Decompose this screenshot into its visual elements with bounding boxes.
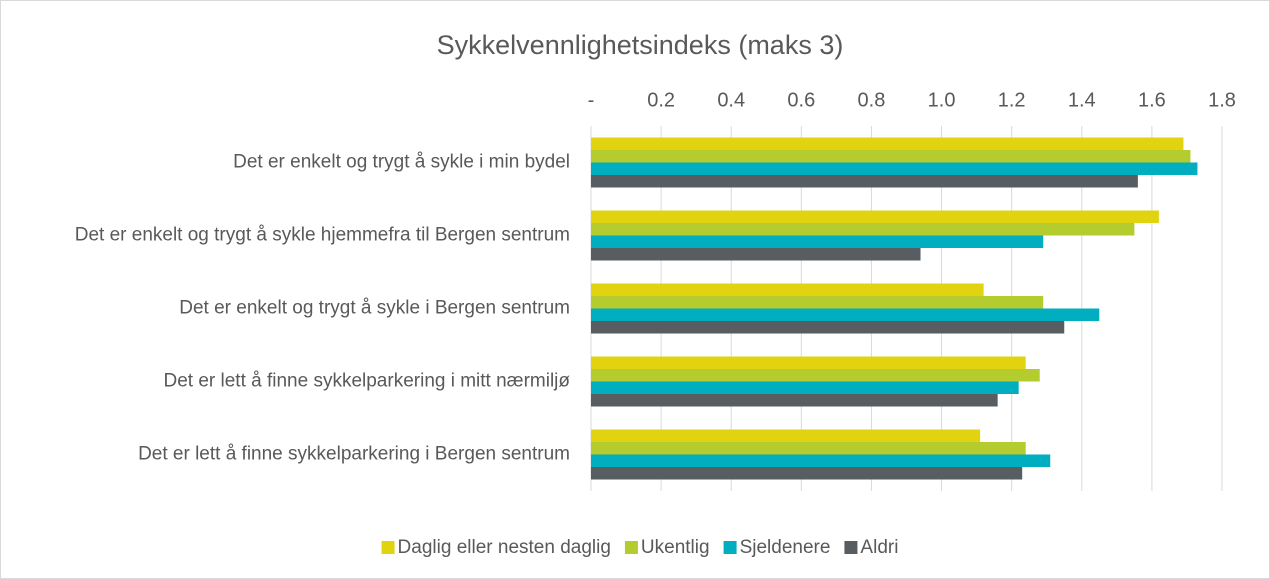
bar — [591, 235, 1044, 248]
x-tick-label: 1.2 — [998, 89, 1026, 111]
legend-label: Sjeldenere — [740, 537, 831, 558]
legend-swatch — [844, 541, 858, 554]
bar — [591, 223, 1135, 236]
x-tick-label: 0.8 — [858, 89, 886, 111]
legend-label: Ukentlig — [641, 537, 710, 558]
bar — [591, 321, 1065, 334]
bar — [591, 429, 981, 442]
bar — [591, 137, 1184, 150]
bar — [591, 442, 1026, 455]
x-tick-label: 0.2 — [647, 89, 675, 111]
bar — [591, 467, 1023, 480]
bar — [591, 162, 1198, 175]
bar — [591, 283, 984, 296]
legend-swatch — [381, 541, 395, 554]
legend-label: Daglig eller nesten daglig — [398, 537, 611, 558]
bar — [591, 356, 1026, 369]
category-label: Det er lett å finne sykkelparkering i Be… — [138, 444, 570, 465]
category-label: Det er enkelt og trygt å sykle i Bergen … — [179, 298, 570, 319]
bar — [591, 454, 1051, 467]
bar — [591, 210, 1159, 223]
category-label: Det er enkelt og trygt å sykle hjemmefra… — [75, 225, 570, 246]
legend-swatch — [723, 541, 737, 554]
bar — [591, 369, 1040, 382]
category-label: Det er enkelt og trygt å sykle i min byd… — [233, 152, 570, 173]
bar — [591, 308, 1100, 321]
bar — [591, 394, 998, 407]
chart-title: Sykkelvennlighetsindeks (maks 3) — [437, 30, 844, 60]
x-tick-label: - — [588, 89, 595, 111]
x-tick-label: 1.4 — [1068, 89, 1096, 111]
x-tick-label: 1.0 — [928, 89, 956, 111]
bar — [591, 175, 1138, 188]
legend-label: Aldri — [860, 537, 898, 558]
bar — [591, 296, 1044, 309]
x-tick-label: 1.8 — [1208, 89, 1236, 111]
bar — [591, 150, 1191, 163]
x-tick-label: 1.6 — [1138, 89, 1166, 111]
legend-swatch — [624, 541, 638, 554]
bar — [591, 248, 921, 261]
bar — [591, 381, 1019, 394]
x-tick-label: 0.6 — [787, 89, 815, 111]
x-tick-label: 0.4 — [717, 89, 745, 111]
category-label: Det er lett å finne sykkelparkering i mi… — [163, 371, 570, 392]
